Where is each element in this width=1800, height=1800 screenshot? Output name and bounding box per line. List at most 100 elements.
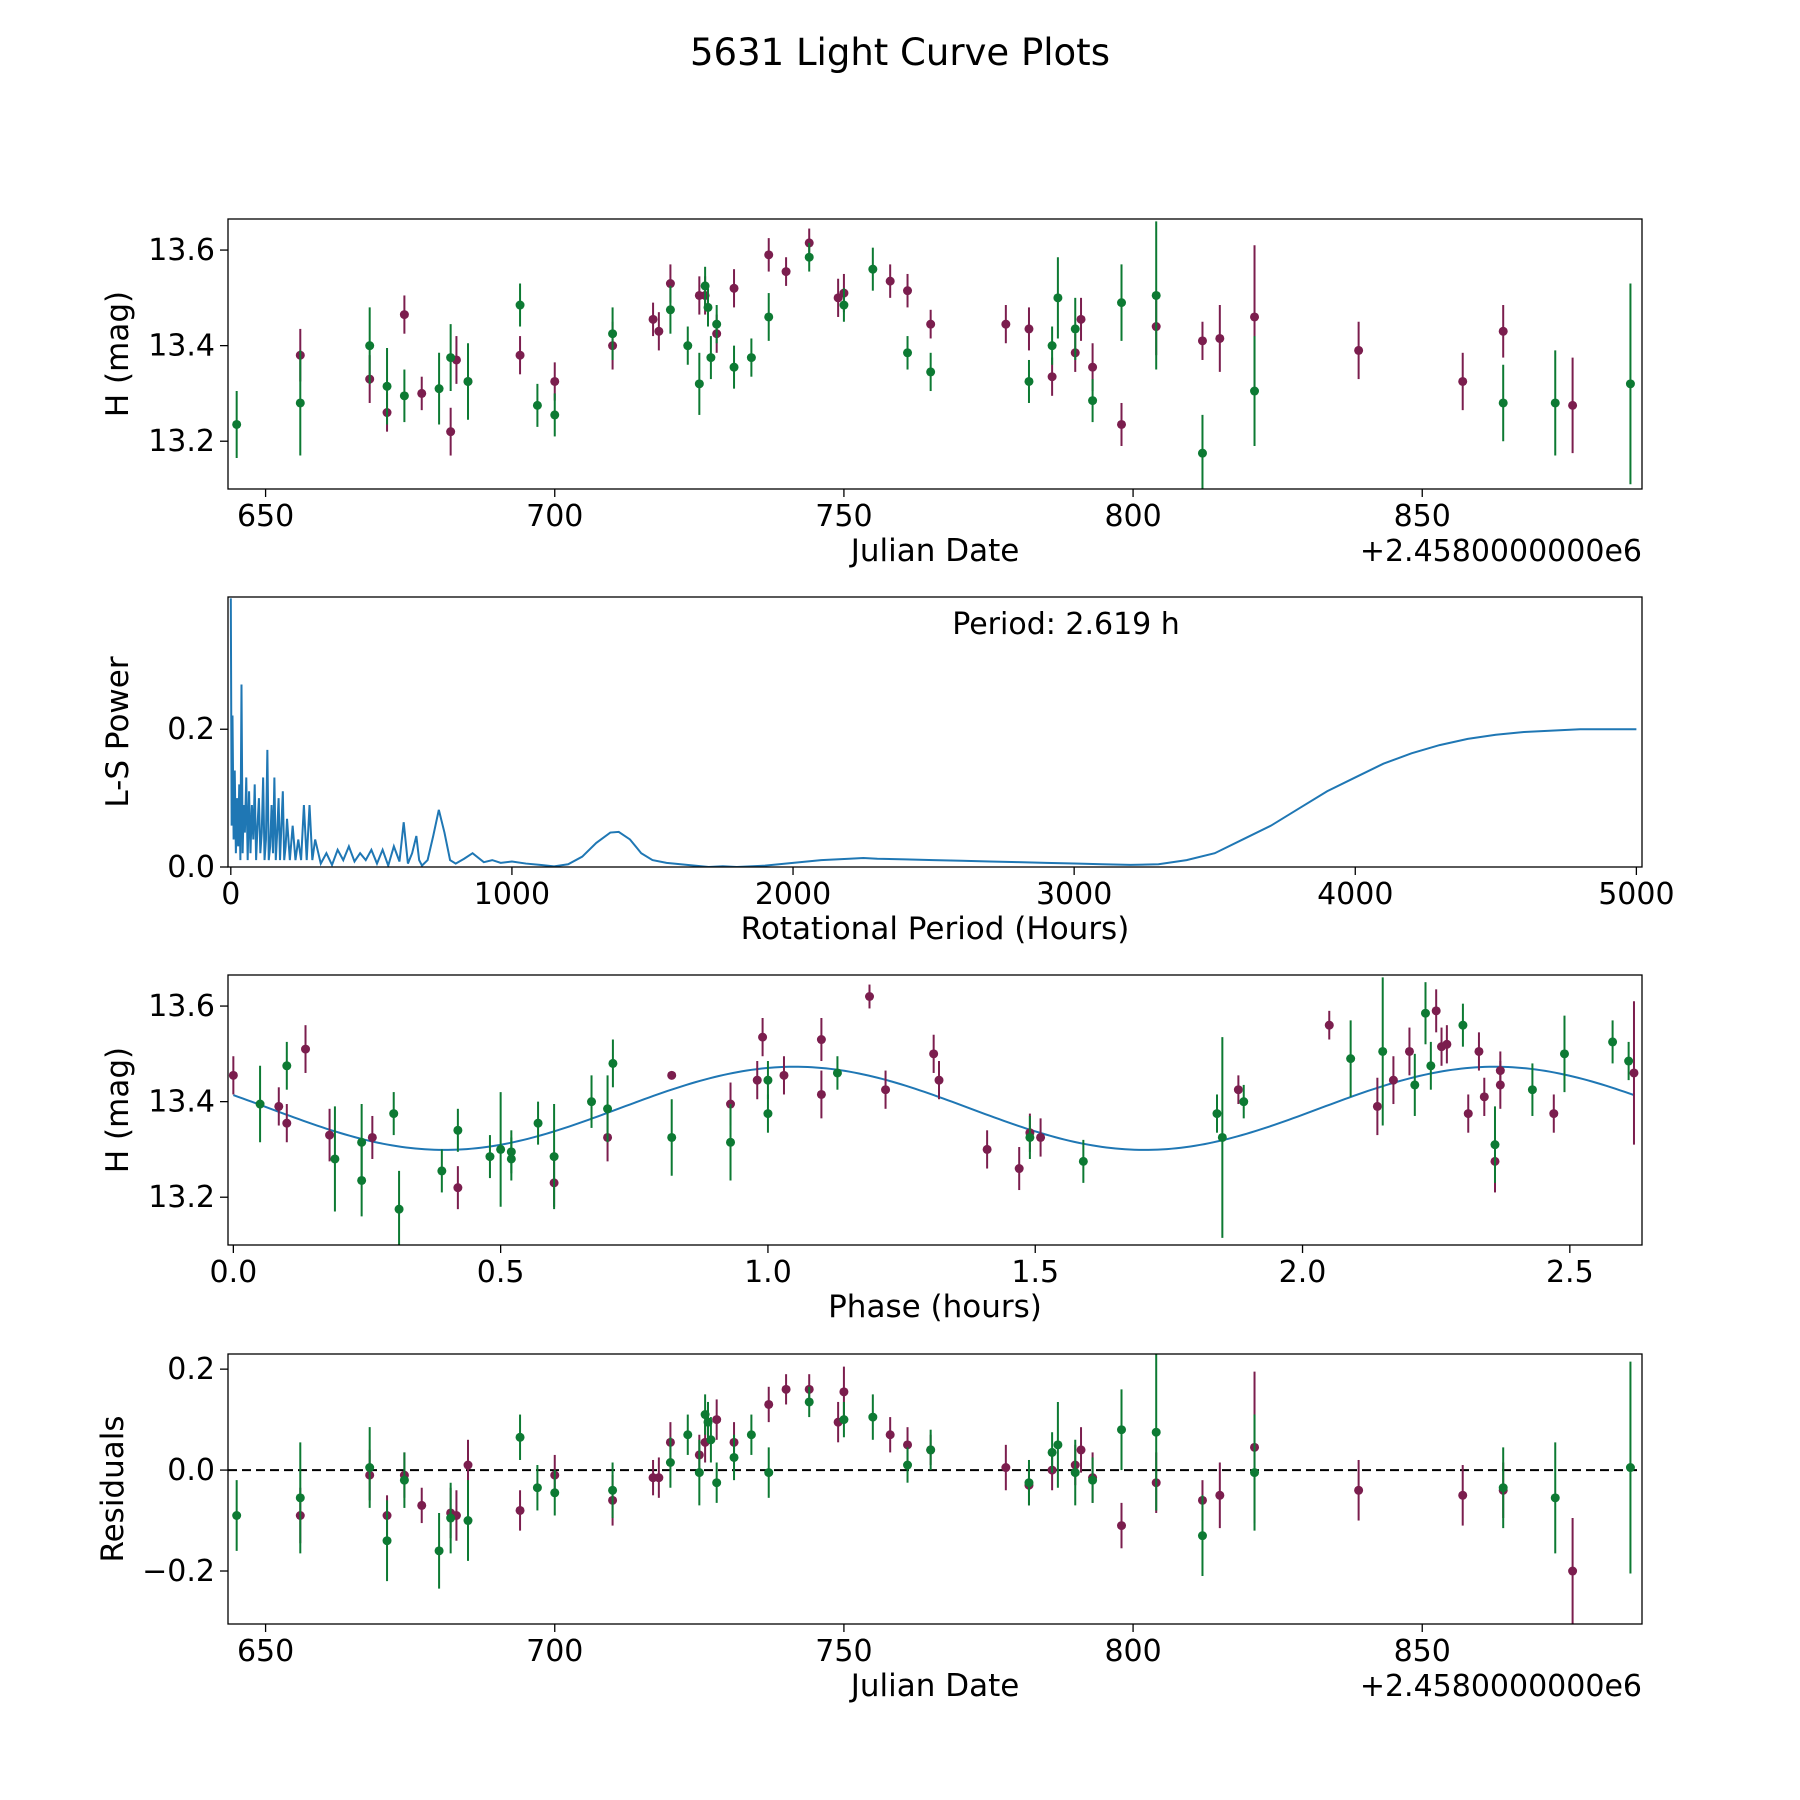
data-point <box>1197 336 1207 346</box>
x-tick-label: 2.0 <box>1279 1255 1327 1290</box>
x-tick-label: 700 <box>526 1634 583 1669</box>
y-tick-label: 13.2 <box>148 424 215 459</box>
data-point <box>839 1387 849 1397</box>
data-point <box>1117 298 1127 308</box>
y-tick-label: 13.6 <box>148 989 215 1024</box>
data-point <box>839 1415 849 1425</box>
data-point <box>463 1460 473 1470</box>
plot-area <box>232 221 1635 489</box>
x-tick-label: 700 <box>526 499 583 534</box>
data-point <box>1217 1132 1227 1142</box>
periodogram-panel: 0 1000 2000 3000 4000 5000 0.0 0.2 Rotational Pe… <box>100 596 1675 947</box>
data-point <box>839 300 849 310</box>
data-point <box>746 353 756 363</box>
data-point <box>399 1475 409 1485</box>
data-point <box>1151 290 1161 300</box>
x-tick-label: 1000 <box>474 877 550 912</box>
data-point <box>929 1049 939 1059</box>
data-point <box>532 400 542 410</box>
data-point <box>515 1505 525 1515</box>
data-point <box>550 410 560 420</box>
data-point <box>417 1500 427 1510</box>
data-point <box>816 1089 826 1099</box>
data-point <box>832 1068 842 1078</box>
data-point <box>729 283 739 293</box>
data-point <box>729 1452 739 1462</box>
data-point <box>746 1430 756 1440</box>
data-point <box>1088 362 1098 372</box>
periodogram-line <box>229 598 1637 867</box>
data-point <box>1426 1061 1436 1071</box>
data-point <box>1117 1425 1127 1435</box>
data-point <box>515 350 525 360</box>
data-point <box>515 1432 525 1442</box>
data-point <box>648 314 658 324</box>
x-tick-label: 5000 <box>1598 877 1674 912</box>
data-point <box>1550 1493 1560 1503</box>
data-point <box>1233 1085 1243 1095</box>
data-point <box>1346 1054 1356 1064</box>
data-point <box>295 1493 305 1503</box>
x-tick-label: 3000 <box>1036 877 1112 912</box>
data-point <box>389 1109 399 1119</box>
data-point <box>763 1075 773 1085</box>
data-point <box>667 1132 677 1142</box>
data-point <box>1047 1447 1057 1457</box>
data-point <box>1250 1468 1260 1478</box>
data-point <box>367 1132 377 1142</box>
data-point <box>1025 1132 1035 1142</box>
data-point <box>726 1137 736 1147</box>
data-point <box>1088 396 1098 406</box>
data-point <box>533 1118 543 1128</box>
data-point <box>758 1032 768 1042</box>
phased-panel: 0.0 0.5 1.0 1.5 2.0 2.5 13.2 13.4 13.6 Phase (hou… <box>100 974 1643 1325</box>
data-point <box>1479 1092 1489 1102</box>
data-point <box>365 341 375 351</box>
data-point <box>683 341 693 351</box>
data-point <box>1024 376 1034 386</box>
data-point <box>1053 293 1063 303</box>
data-point <box>764 1468 774 1478</box>
data-point <box>1458 1020 1468 1030</box>
plot-area <box>229 598 1637 867</box>
data-point <box>608 329 618 339</box>
data-point <box>587 1097 597 1107</box>
data-point <box>485 1152 495 1162</box>
data-point <box>1420 1008 1430 1018</box>
data-point <box>1036 1132 1046 1142</box>
data-point <box>549 1152 559 1162</box>
data-point <box>463 1516 473 1526</box>
x-tick-label: 4000 <box>1317 877 1393 912</box>
data-point <box>1442 1039 1452 1049</box>
y-tick-label: 0.0 <box>167 850 215 885</box>
data-point <box>446 1513 456 1523</box>
x-tick-label: 850 <box>1394 499 1451 534</box>
data-point <box>868 264 878 274</box>
data-point <box>506 1147 516 1157</box>
data-point <box>1625 379 1635 389</box>
data-point <box>764 250 774 260</box>
data-point <box>325 1130 335 1140</box>
data-point <box>1078 1156 1088 1166</box>
x-tick-label: 1.5 <box>1011 1255 1059 1290</box>
data-point <box>295 398 305 408</box>
data-point <box>700 281 710 291</box>
data-point <box>926 367 936 377</box>
y-tick-label: 0.0 <box>167 1453 215 1488</box>
data-point <box>665 279 675 289</box>
data-point <box>752 1075 762 1085</box>
data-point <box>1624 1056 1634 1066</box>
x-tick-label: 650 <box>237 1634 294 1669</box>
data-point <box>382 1536 392 1546</box>
data-point <box>729 362 739 372</box>
data-point <box>804 1397 814 1407</box>
y-tick-label: 0.2 <box>167 712 215 747</box>
data-point <box>903 1440 913 1450</box>
data-point <box>1608 1037 1618 1047</box>
data-point <box>665 305 675 315</box>
data-point <box>1014 1164 1024 1174</box>
data-point <box>764 1399 774 1409</box>
data-point <box>453 1125 463 1135</box>
data-point <box>868 1412 878 1422</box>
data-point <box>1212 1109 1222 1119</box>
